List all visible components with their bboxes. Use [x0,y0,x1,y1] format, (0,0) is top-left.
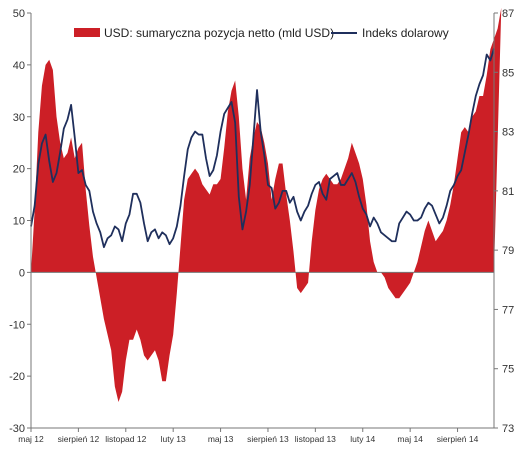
left-axis-tick-label: 30 [13,112,25,124]
legend-swatch-net-position [74,28,100,37]
right-axis-tick-label: 77 [502,304,514,316]
legend: USD: sumaryczna pozycja netto (mld USD) … [74,26,449,40]
right-axis-tick-label: 75 [502,364,514,376]
left-axis-tick-label: 0 [19,267,25,279]
x-axis-tick-label: maj 13 [208,434,234,444]
x-axis-tick-label: sierpień 13 [247,434,289,444]
left-axis-tick-label: 50 [13,8,25,20]
right-axis-tick-label: 73 [502,423,514,435]
x-axis-tick-label: listopad 12 [105,434,146,444]
right-axis-tick-label: 79 [502,245,514,257]
left-axis-tick-label: -30 [9,423,25,435]
x-axis-tick-label: sierpień 14 [437,434,479,444]
x-axis-tick-label: listopad 13 [295,434,336,444]
left-axis-tick-label: 40 [13,60,25,72]
x-axis-tick-label: sierpień 12 [58,434,100,444]
net-position-area-layer [31,7,502,403]
x-axis-tick-label: luty 13 [161,434,186,444]
left-axis-tick-label: -20 [9,371,25,383]
left-axis-tick-label: -10 [9,319,25,331]
left-axis-tick-label: 20 [13,164,25,176]
legend-label-net-position: USD: sumaryczna pozycja netto (mld USD) [104,26,334,40]
right-axis-tick-label: 83 [502,127,514,139]
x-axis-tick-label: maj 14 [397,434,423,444]
dollar-index-line [30,48,495,249]
dollar-index-line-layer [30,48,495,249]
legend-label-dollar-index: Indeks dolarowy [362,26,449,40]
x-axis-tick-label: maj 12 [18,434,44,444]
right-axis-tick-label: 81 [502,186,514,198]
net-position-area [31,7,502,403]
right-axis-tick-label: 87 [502,8,514,20]
axes-layer: -30 -20 -10 0 10 20 30 40 50 73 75 77 79 81 83 85 87 maj … [9,8,514,444]
right-axis-tick-label: 85 [502,67,514,79]
left-axis-tick-label: 10 [13,216,25,228]
x-axis-tick-label: luty 14 [350,434,375,444]
